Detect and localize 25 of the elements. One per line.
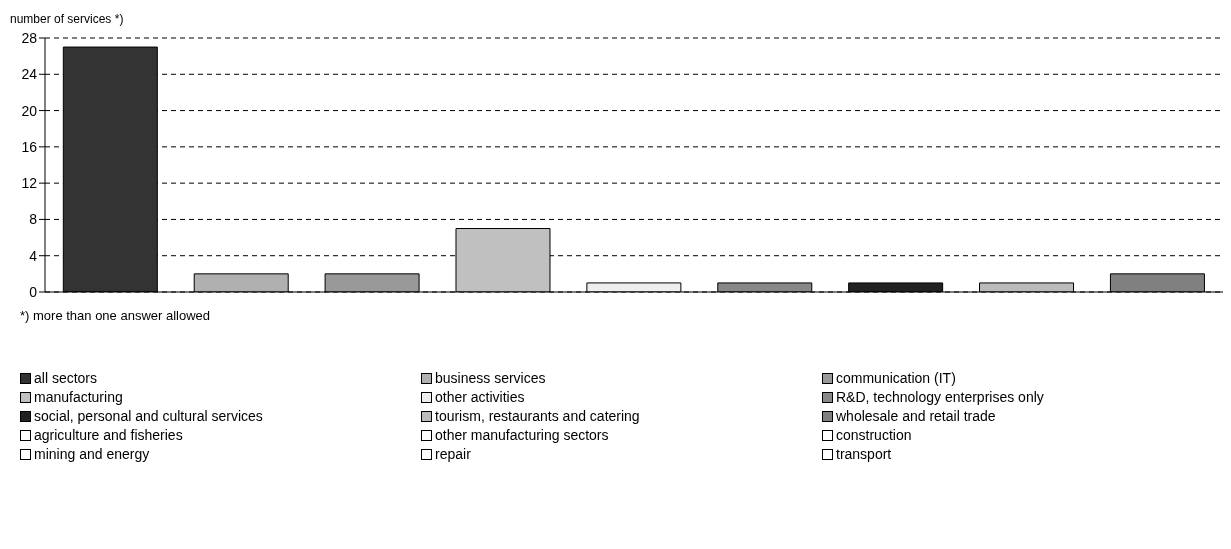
legend-label: all sectors [34, 370, 98, 386]
y-tick-label: 12 [21, 175, 38, 192]
legend-label: other activities [435, 389, 525, 405]
legend-label: communication (IT) [836, 370, 956, 386]
legend-label: repair [435, 446, 471, 462]
legend-label: transport [836, 446, 892, 462]
legend-label: mining and energy [34, 446, 150, 462]
y-tick-label: 8 [29, 211, 38, 228]
legend-label: tourism, restaurants and catering [435, 408, 640, 424]
y-tick-label: 28 [21, 29, 38, 46]
legend-label: manufacturing [34, 389, 123, 405]
legend-label: R&D, technology enterprises only [836, 389, 1044, 405]
y-tick-label: 20 [21, 102, 38, 119]
legend-label: social, personal and cultural services [34, 408, 263, 424]
y-tick-label: 4 [29, 247, 38, 264]
text: *) more than one answer allowed [20, 308, 212, 323]
legend-label: construction [836, 427, 912, 443]
legend-label: business services [435, 370, 546, 386]
y-tick-label: 24 [21, 66, 38, 83]
legend-label: other manufacturing sectors [435, 427, 609, 443]
legend-label: agriculture and fisheries [34, 427, 183, 443]
legend-label: wholesale and retail trade [836, 408, 996, 424]
y-tick-label: 16 [21, 138, 38, 155]
y-tick-label: 0 [29, 283, 38, 300]
y-axis-title: number of services *) [9, 11, 125, 28]
